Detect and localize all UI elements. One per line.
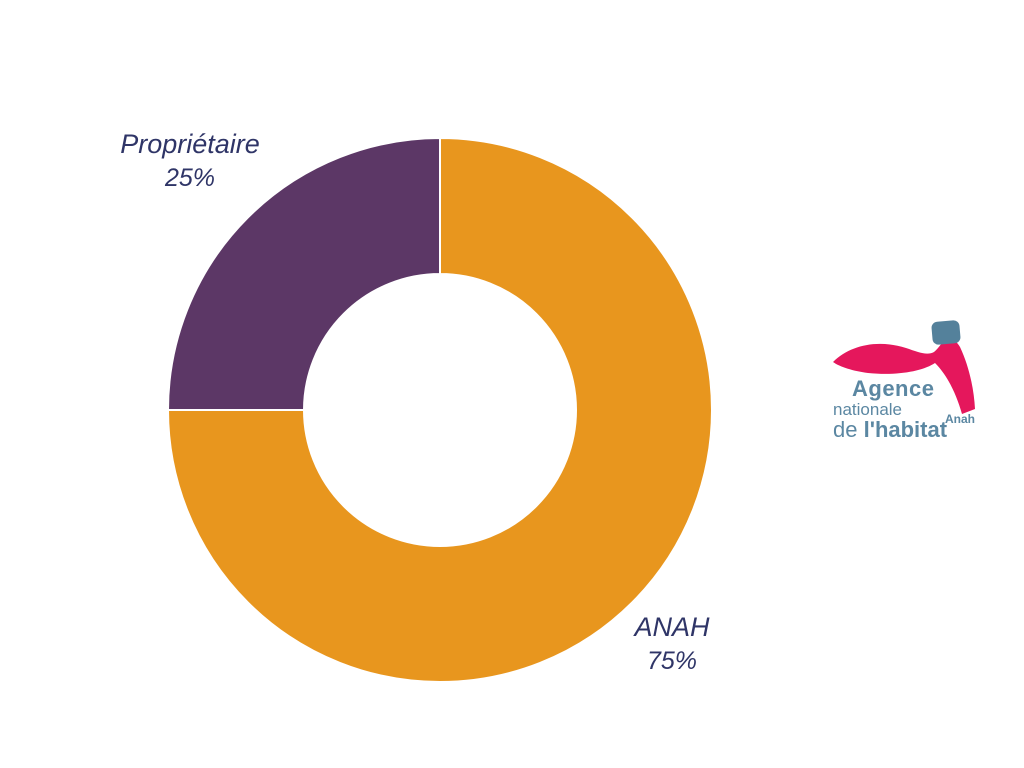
- logo-text-agence: Agence: [852, 376, 935, 401]
- slice-percent-proprietaire: 25%: [164, 164, 216, 192]
- slice-percent-anah: 75%: [646, 647, 698, 675]
- logo-swoosh-graphic: [833, 336, 975, 414]
- logo-square: [931, 319, 961, 346]
- logo-text-de: de: [833, 417, 864, 442]
- slice-name-anah: ANAH: [634, 612, 710, 642]
- logo-swoosh: [833, 336, 975, 414]
- logo-text-anah-small: Anah: [945, 412, 975, 426]
- slice-label-proprietaire: Propriétaire 25%: [80, 126, 300, 193]
- slice-label-anah: ANAH 75%: [602, 609, 742, 676]
- anah-logo: Agence nationale de l'habitat Anah: [828, 315, 984, 451]
- logo-text-lhabitat: l'habitat: [863, 417, 948, 442]
- logo-text-habitat: de l'habitat: [833, 417, 947, 443]
- logo-text-nationale: nationale: [833, 400, 903, 419]
- donut-slice-anah: [166, 136, 713, 683]
- slice-name-proprietaire: Propriétaire: [120, 129, 260, 159]
- donut-slice-propriétaire: [166, 136, 441, 411]
